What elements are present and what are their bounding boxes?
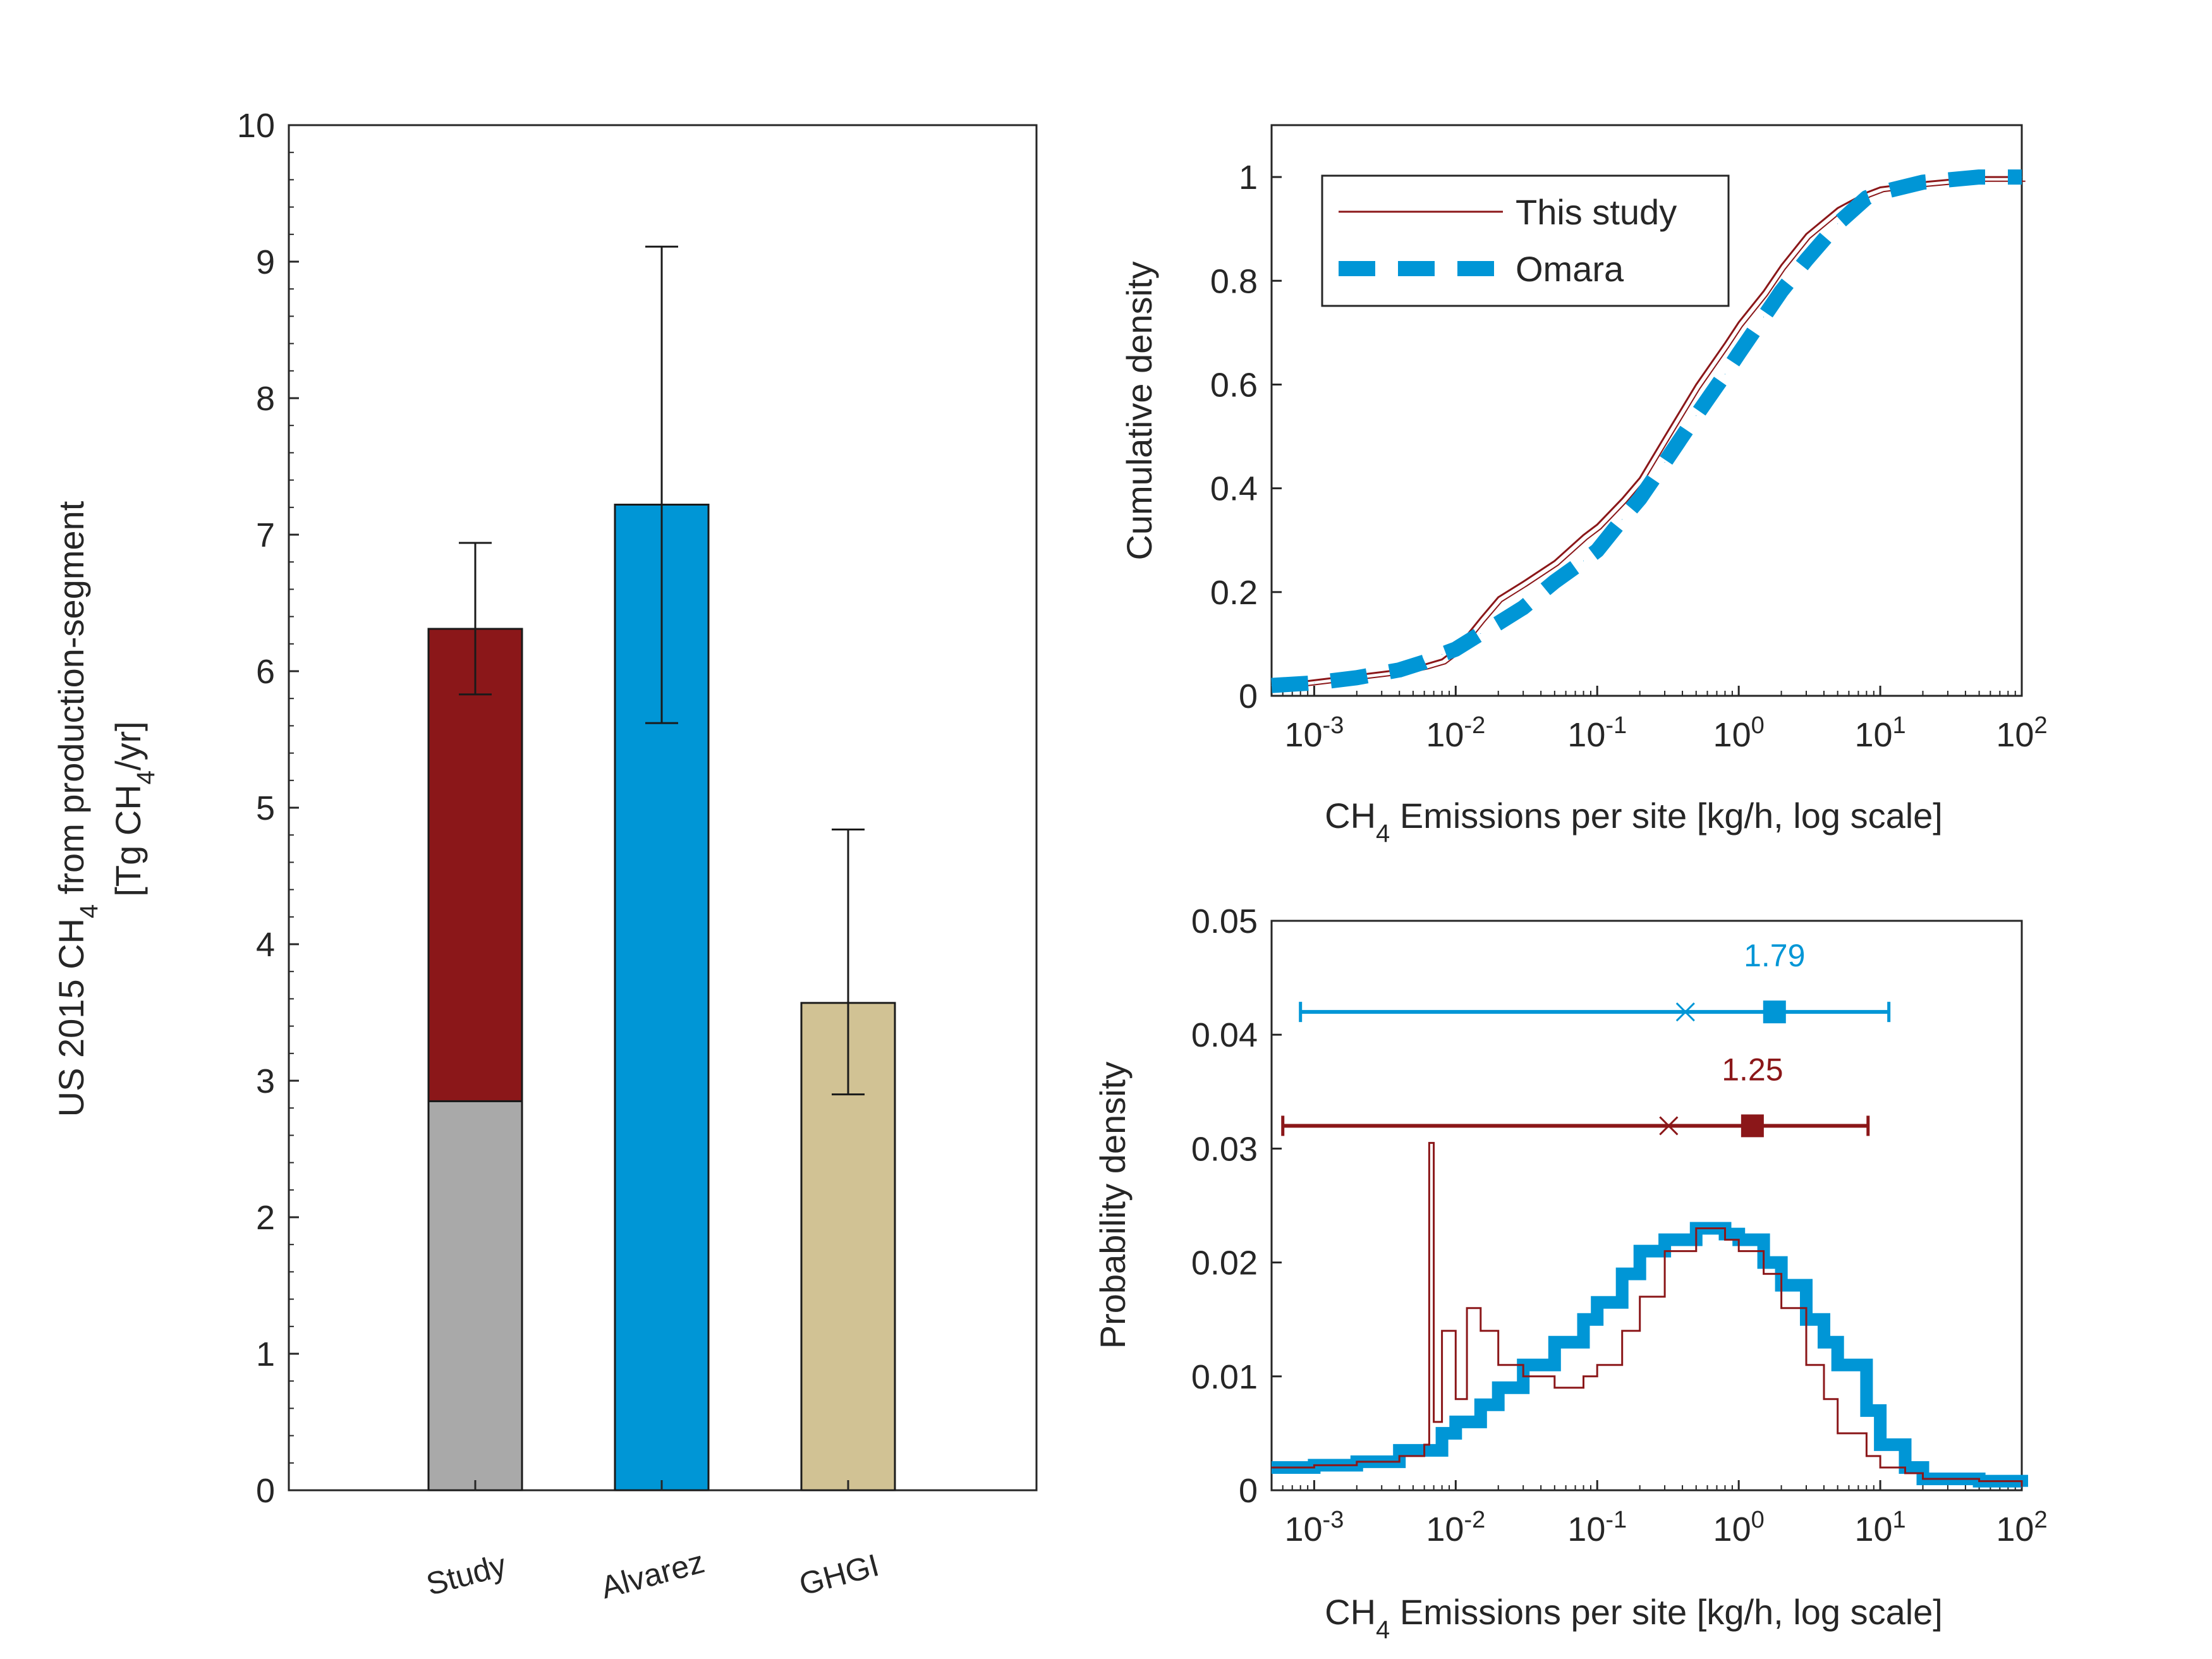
cdf-frame — [1270, 124, 2023, 697]
y-tick-label: 0.02 — [1191, 1244, 1258, 1282]
pdf-line-this-study — [1272, 1141, 2023, 1487]
cdf-legend: This study Omara — [1321, 174, 1730, 307]
x-tick-label: 100 — [1713, 712, 1765, 754]
x-tick-label: 102 — [1996, 1507, 2047, 1548]
cdf-point — [1313, 679, 1315, 681]
y-tick-label: 0.05 — [1191, 902, 1258, 940]
legend-label-this-study: This study — [1516, 192, 1677, 232]
cdf-x-axis-label: CH4 Emissions per site [kg/h, log scale] — [1325, 796, 1943, 848]
y-tick-label: 0.03 — [1191, 1130, 1258, 1168]
legend-label-omara: Omara — [1516, 249, 1624, 289]
cdf-point — [1480, 617, 1481, 619]
cdf-panel: 0 0.2 0.4 0.6 0.8 1 10-3 10-2 10-1 100 101 102 Cumu… — [1119, 124, 2048, 848]
interval-median-square — [1741, 1114, 1764, 1138]
y-tick-label: 0 — [1239, 678, 1258, 715]
bar-study-segment-0 — [427, 1100, 523, 1492]
x-tick-label: 10-1 — [1567, 1507, 1627, 1548]
cdf-point — [1837, 223, 1838, 224]
y-tick-label: 10 — [237, 107, 275, 145]
y-tick-label: 6 — [256, 653, 275, 691]
interval-x-marker — [1659, 1116, 1679, 1136]
y-tick-label: 1 — [1239, 159, 1258, 197]
y-tick-label: 0.2 — [1210, 574, 1258, 612]
pdf-lines — [1272, 1141, 2028, 1488]
y-tick-label: 0.01 — [1191, 1358, 1258, 1396]
y-tick-label: 0.8 — [1210, 262, 1258, 300]
x-tick-label: 10-3 — [1284, 1507, 1344, 1548]
x-tick-label: 101 — [1854, 712, 1905, 754]
interval-value-label: 1.79 — [1744, 938, 1805, 973]
pdf-frame — [1270, 920, 2023, 1492]
cdf-line-this-study — [1271, 176, 2022, 687]
bar-chart-y-ticks: 0 1 2 3 4 5 6 7 8 9 10 — [237, 107, 299, 1510]
cdf-point — [1880, 192, 1881, 193]
interval-value-label: 1.25 — [1722, 1052, 1783, 1087]
y-tick-label: 5 — [256, 789, 275, 827]
pdf-y-axis-label: Probability density — [1093, 1062, 1133, 1349]
y-tick-label: 1 — [256, 1335, 275, 1373]
cdf-ticks: 0 0.2 0.4 0.6 0.8 1 10-3 10-2 10-1 100 101 102 — [1210, 159, 2048, 754]
y-tick-label: 2 — [256, 1199, 275, 1237]
y-tick-label: 0.6 — [1210, 366, 1258, 404]
y-tick-label: 0.4 — [1210, 470, 1258, 508]
y-tick-label: 8 — [256, 380, 275, 418]
y-tick-label: 0 — [256, 1472, 275, 1510]
cdf-line-omara — [1271, 169, 2022, 693]
pdf-line-omara — [1272, 1222, 2028, 1488]
pdf-ticks: 0 0.01 0.02 0.03 0.04 0.05 10-3 10-2 10-1 100 101 1… — [1191, 902, 2048, 1548]
interval-x-marker — [1675, 1002, 1695, 1022]
y-axis-label-line2: [Tg CH4/yr] — [108, 721, 160, 896]
y-tick-label: 3 — [256, 1062, 275, 1100]
x-tick-label: 101 — [1854, 1507, 1905, 1548]
y-tick-label: 4 — [256, 926, 275, 964]
bar-chart-bars — [427, 503, 896, 1492]
y-tick-label: 9 — [256, 243, 275, 281]
x-tick-label: 10-2 — [1426, 712, 1485, 754]
x-tick-label: 10-1 — [1567, 712, 1627, 754]
pdf-intervals: 1.79 1.25 — [1281, 938, 1891, 1138]
cdf-point — [1522, 581, 1524, 582]
cdf-point — [1880, 187, 1881, 188]
cdf-point — [1480, 633, 1481, 634]
x-tick-label: 102 — [1996, 712, 2047, 754]
legend-box — [1321, 174, 1730, 307]
y-tick-label: 0.04 — [1191, 1016, 1258, 1054]
pdf-x-axis-label: CH4 Emissions per site [kg/h, log scale] — [1325, 1592, 1943, 1644]
cdf-lines — [1271, 169, 2026, 693]
cdf-y-axis-label: Cumulative density — [1119, 261, 1159, 560]
x-tick-label: 10-3 — [1284, 712, 1344, 754]
bar-chart-error-bars — [459, 245, 865, 1096]
bar-chart-y-axis-label: US 2015 CH4 from production-segment [Tg … — [51, 501, 160, 1117]
y-axis-label-line1: US 2015 CH4 from production-segment — [51, 501, 103, 1117]
x-tick-label: 10-2 — [1426, 1507, 1485, 1548]
bar-study-segment-1 — [427, 628, 523, 1102]
cdf-point — [1837, 207, 1838, 209]
y-tick-label: 7 — [256, 516, 275, 554]
pdf-panel: 0 0.01 0.02 0.03 0.04 0.05 10-3 10-2 10-1 100 101 1… — [1093, 902, 2048, 1644]
y-tick-label: 0 — [1239, 1472, 1258, 1510]
interval-median-square — [1763, 1000, 1786, 1024]
x-tick-label: 100 — [1713, 1507, 1765, 1548]
